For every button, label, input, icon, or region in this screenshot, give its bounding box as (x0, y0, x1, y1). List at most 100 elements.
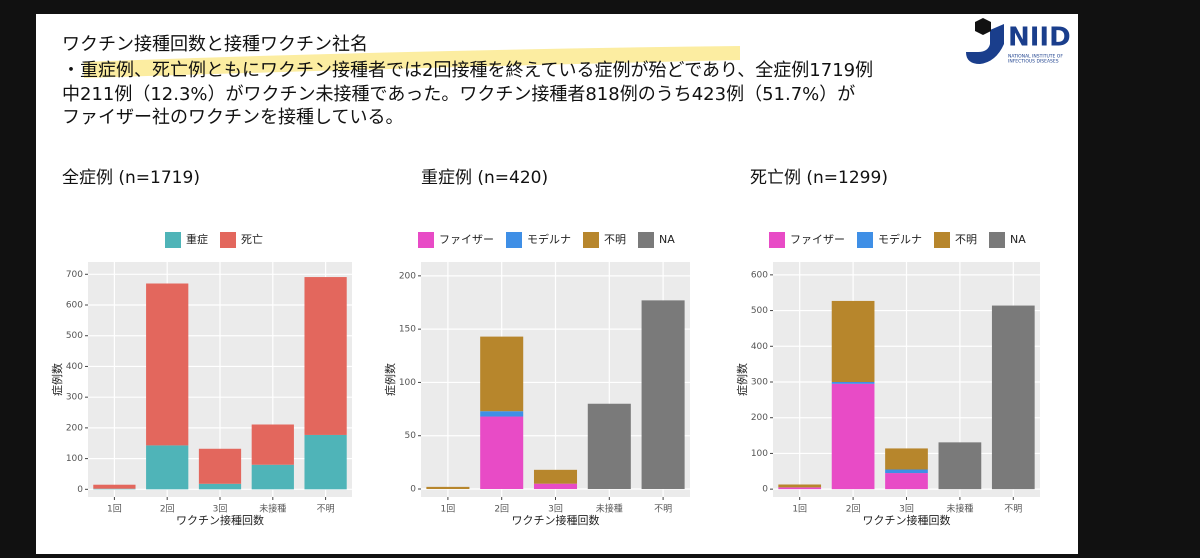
x-tick-label: 2回 (846, 504, 861, 515)
legend-label: 不明 (604, 233, 626, 246)
legend-label: ファイザー (790, 233, 845, 246)
highlight (84, 46, 740, 78)
legend-label: 死亡 (241, 232, 263, 246)
x-tick-label: 不明 (654, 504, 672, 515)
x-tick-label: 未接種 (946, 503, 973, 515)
legend-key (769, 232, 785, 248)
bar-segment (480, 411, 524, 417)
legend-label: NA (659, 233, 675, 246)
bar-segment (778, 487, 822, 490)
legend-key (638, 232, 654, 248)
logo-mark (966, 24, 1004, 64)
x-tick-label: 1回 (107, 504, 122, 515)
bar-segment (831, 382, 875, 384)
y-tick-label: 700 (66, 270, 83, 280)
bar-segment (587, 403, 631, 490)
y-tick-label: 50 (405, 431, 417, 441)
x-tick-label: 3回 (899, 504, 914, 515)
bar-segment (885, 473, 928, 490)
bar-segment (198, 448, 242, 484)
body-line: ・重症例、死亡例ともにワクチン接種者では2回接種を終えている症例が殆どであり、全… (62, 60, 873, 81)
legend-key (220, 232, 236, 248)
legend-key (857, 232, 873, 248)
slide-title: ワクチン接種回数と接種ワクチン社名 (62, 34, 368, 55)
bar-segment (480, 336, 524, 412)
y-tick-label: 500 (66, 331, 83, 341)
bar-segment (146, 445, 189, 490)
bar-segment (885, 469, 928, 474)
bar-segment (641, 300, 685, 490)
y-tick-label: 100 (66, 454, 83, 464)
bar-segment (533, 469, 578, 484)
y-tick-label: 150 (399, 325, 416, 335)
body-line: ファイザー社のワクチンを接種している。 (62, 107, 403, 128)
chart-title: 死亡例 (n=1299) (750, 168, 888, 188)
legend-key (989, 232, 1005, 248)
bar-segment (778, 484, 822, 488)
y-tick-label: 100 (751, 449, 768, 459)
legend-label: NA (1010, 233, 1026, 246)
y-axis-label: 症例数 (735, 363, 749, 396)
bar-segment (146, 283, 189, 446)
bar-segment (533, 483, 578, 490)
x-tick-label: 不明 (317, 504, 335, 515)
legend-key (165, 232, 181, 248)
y-tick-label: 100 (399, 378, 416, 388)
bar-segment (938, 442, 982, 490)
x-tick-label: 3回 (548, 504, 563, 515)
logo-sub: NATIONAL INSTITUTE OF (1008, 54, 1063, 60)
bar-segment (251, 424, 294, 465)
y-tick-label: 200 (399, 271, 416, 281)
legend-key (418, 232, 434, 248)
x-tick-label: 2回 (494, 504, 509, 515)
bar-segment (831, 300, 875, 382)
legend-label: モデルナ (878, 232, 922, 246)
bar-segment (426, 486, 470, 490)
logo-sub: INFECTIOUS DISEASES (1008, 59, 1059, 65)
legend-label: ファイザー (439, 233, 494, 246)
y-tick-label: 200 (66, 423, 83, 433)
bar-segment (251, 464, 294, 490)
y-tick-label: 400 (751, 342, 768, 352)
bar-segment (831, 383, 875, 490)
x-tick-label: 2回 (160, 504, 175, 515)
x-tick-label: 1回 (792, 504, 807, 515)
legend-label: モデルナ (527, 232, 571, 246)
legend-key (934, 232, 950, 248)
bar-segment (198, 483, 242, 490)
chart-title: 重症例 (n=420) (421, 168, 548, 188)
legend-key (583, 232, 599, 248)
bar-segment (304, 277, 347, 435)
bar-segment (480, 416, 524, 490)
x-tick-label: 不明 (1004, 504, 1022, 515)
y-tick-label: 400 (66, 362, 83, 372)
y-tick-label: 500 (751, 306, 768, 316)
y-tick-label: 0 (762, 485, 768, 495)
legend-label: 重症 (186, 232, 208, 246)
body-line: 中211例（12.3%）がワクチン未接種であった。ワクチン接種者818例のうち4… (62, 84, 855, 105)
y-tick-label: 0 (410, 485, 416, 495)
y-tick-label: 600 (66, 301, 83, 311)
x-tick-label: 3回 (213, 504, 228, 515)
y-tick-label: 600 (751, 270, 768, 280)
x-axis-label: ワクチン接種回数 (512, 513, 600, 527)
y-axis-label: 症例数 (50, 363, 64, 396)
x-tick-label: 未接種 (259, 503, 286, 515)
bar-segment (991, 305, 1035, 490)
x-tick-label: 未接種 (596, 503, 623, 515)
logo: NIID NATIONAL INSTITUTE OF INFECTIOUS DI… (966, 18, 1071, 65)
bar-segment (93, 488, 136, 490)
x-axis-label: ワクチン接種回数 (176, 513, 264, 527)
y-axis-label: 症例数 (383, 363, 397, 396)
chart-title: 全症例 (n=1719) (62, 168, 200, 188)
legend-label: 不明 (955, 233, 977, 246)
logo-hex (975, 18, 991, 35)
y-tick-label: 0 (77, 485, 83, 495)
y-tick-label: 300 (66, 393, 83, 403)
x-tick-label: 1回 (441, 504, 456, 515)
legend-key (506, 232, 522, 248)
bar-segment (93, 484, 136, 489)
logo-text: NIID (1008, 23, 1071, 53)
